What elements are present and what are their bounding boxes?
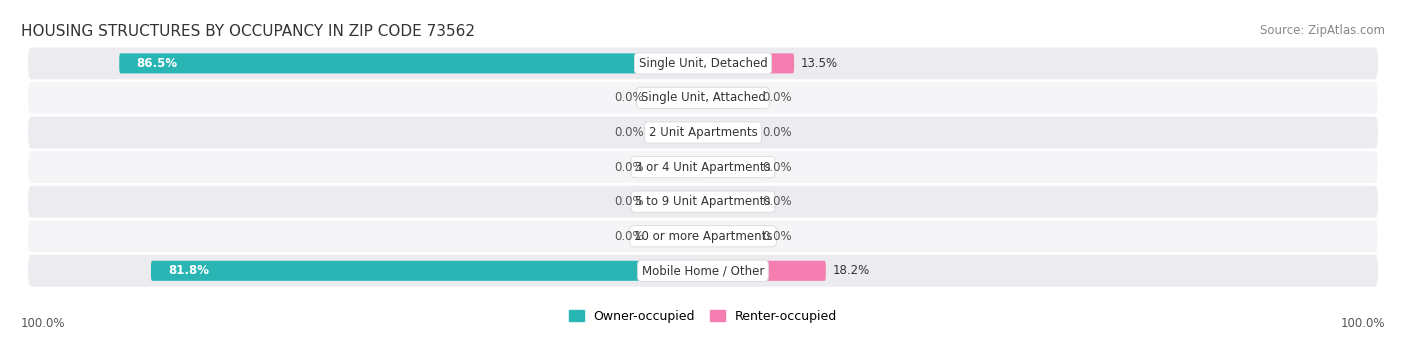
Text: Single Unit, Attached: Single Unit, Attached bbox=[641, 91, 765, 104]
FancyBboxPatch shape bbox=[703, 226, 756, 246]
Text: Single Unit, Detached: Single Unit, Detached bbox=[638, 57, 768, 70]
Text: 0.0%: 0.0% bbox=[762, 161, 792, 174]
FancyBboxPatch shape bbox=[28, 151, 1378, 183]
FancyBboxPatch shape bbox=[28, 255, 1378, 287]
FancyBboxPatch shape bbox=[703, 88, 756, 108]
Text: 13.5%: 13.5% bbox=[801, 57, 838, 70]
FancyBboxPatch shape bbox=[120, 53, 703, 73]
Text: 18.2%: 18.2% bbox=[832, 264, 870, 277]
Text: 5 to 9 Unit Apartments: 5 to 9 Unit Apartments bbox=[636, 195, 770, 208]
Text: 10 or more Apartments: 10 or more Apartments bbox=[634, 230, 772, 243]
FancyBboxPatch shape bbox=[650, 226, 703, 246]
FancyBboxPatch shape bbox=[703, 122, 756, 143]
FancyBboxPatch shape bbox=[28, 47, 1378, 79]
Text: 2 Unit Apartments: 2 Unit Apartments bbox=[648, 126, 758, 139]
Text: 0.0%: 0.0% bbox=[614, 161, 644, 174]
FancyBboxPatch shape bbox=[150, 261, 703, 281]
Text: Mobile Home / Other: Mobile Home / Other bbox=[641, 264, 765, 277]
Text: 0.0%: 0.0% bbox=[762, 195, 792, 208]
FancyBboxPatch shape bbox=[28, 117, 1378, 148]
FancyBboxPatch shape bbox=[650, 157, 703, 177]
Text: 0.0%: 0.0% bbox=[762, 230, 792, 243]
FancyBboxPatch shape bbox=[650, 88, 703, 108]
FancyBboxPatch shape bbox=[703, 261, 825, 281]
FancyBboxPatch shape bbox=[650, 122, 703, 143]
Text: 0.0%: 0.0% bbox=[762, 91, 792, 104]
Text: 0.0%: 0.0% bbox=[614, 195, 644, 208]
Text: 81.8%: 81.8% bbox=[167, 264, 209, 277]
Text: 100.0%: 100.0% bbox=[21, 317, 66, 330]
Legend: Owner-occupied, Renter-occupied: Owner-occupied, Renter-occupied bbox=[564, 305, 842, 328]
Text: 3 or 4 Unit Apartments: 3 or 4 Unit Apartments bbox=[636, 161, 770, 174]
Text: 86.5%: 86.5% bbox=[136, 57, 177, 70]
Text: Source: ZipAtlas.com: Source: ZipAtlas.com bbox=[1260, 24, 1385, 37]
FancyBboxPatch shape bbox=[703, 53, 794, 73]
Text: 0.0%: 0.0% bbox=[762, 126, 792, 139]
FancyBboxPatch shape bbox=[28, 186, 1378, 218]
FancyBboxPatch shape bbox=[28, 82, 1378, 114]
Text: 100.0%: 100.0% bbox=[1340, 317, 1385, 330]
Text: 0.0%: 0.0% bbox=[614, 126, 644, 139]
Text: HOUSING STRUCTURES BY OCCUPANCY IN ZIP CODE 73562: HOUSING STRUCTURES BY OCCUPANCY IN ZIP C… bbox=[21, 24, 475, 39]
Text: 0.0%: 0.0% bbox=[614, 91, 644, 104]
FancyBboxPatch shape bbox=[28, 220, 1378, 252]
Text: 0.0%: 0.0% bbox=[614, 230, 644, 243]
FancyBboxPatch shape bbox=[703, 157, 756, 177]
FancyBboxPatch shape bbox=[703, 192, 756, 212]
FancyBboxPatch shape bbox=[650, 192, 703, 212]
